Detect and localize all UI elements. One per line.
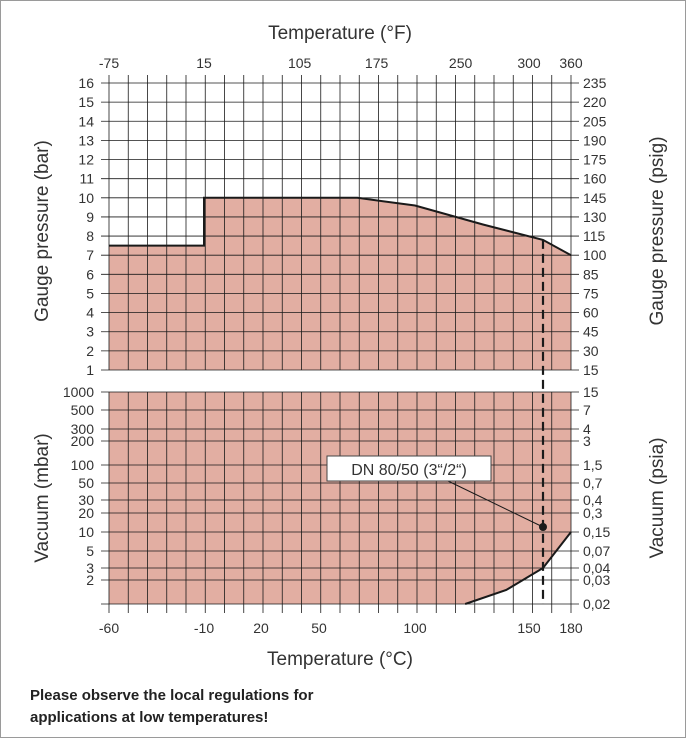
pressure-left-tick-label: 8 xyxy=(86,228,94,244)
top-axis-tick-label: 175 xyxy=(365,55,389,71)
vacuum-left-tick-label: 30 xyxy=(78,492,94,508)
pressure-left-tick-label: 1 xyxy=(86,362,94,378)
vacuum-right-tick-label: 7 xyxy=(583,402,591,418)
top-axis-tick-label: 360 xyxy=(559,55,583,71)
vacuum-left-tick-label: 2 xyxy=(86,572,94,588)
annotation-point xyxy=(539,523,547,532)
top-axis-tick-label: 300 xyxy=(517,55,541,71)
bottom-axis-tick-label: -60 xyxy=(99,620,119,636)
pressure-right-tick-label: 190 xyxy=(583,132,607,148)
pressure-right-tick-label: 45 xyxy=(583,324,599,340)
vacuum-left-tick-label: 300 xyxy=(71,421,95,437)
bottom-axis-tick-label: 150 xyxy=(517,620,541,636)
pressure-right-tick-label: 100 xyxy=(583,247,607,263)
bottom-axis-tick-label: 100 xyxy=(403,620,427,636)
pressure-right-tick-label: 160 xyxy=(583,171,607,187)
pressure-left-tick-label: 7 xyxy=(86,247,94,263)
pressure-left-tick-label: 16 xyxy=(78,75,94,91)
vacuum-right-tick-label: 15 xyxy=(583,384,599,400)
pressure-right-tick-label: 145 xyxy=(583,190,607,206)
pressure-left-tick-label: 2 xyxy=(86,343,94,359)
pressure-right-tick-label: 235 xyxy=(583,75,607,91)
pressure-right-tick-label: 115 xyxy=(583,228,606,244)
vacuum-right-tick-label: 0,3 xyxy=(583,505,603,521)
regulation-note: Please observe the local regulations for… xyxy=(30,685,450,729)
right-vacuum-axis-title: Vacuum (psia) xyxy=(647,437,668,558)
vacuum-right-tick-label: 0,03 xyxy=(583,572,610,588)
vacuum-right-tick-label: 0,02 xyxy=(583,596,610,612)
pressure-right-tick-label: 75 xyxy=(583,285,599,301)
top-axis-tick-label: 105 xyxy=(288,55,312,71)
pressure-left-tick-label: 5 xyxy=(86,285,94,301)
vacuum-left-tick-label: 10 xyxy=(78,524,94,540)
vacuum-left-tick-label: 100 xyxy=(71,457,95,473)
vacuum-right-tick-label: 0,07 xyxy=(583,543,610,559)
pressure-left-tick-label: 15 xyxy=(78,94,94,110)
pressure-left-tick-label: 14 xyxy=(78,113,94,129)
vacuum-left-tick-label: 5 xyxy=(86,543,94,559)
pressure-left-tick-label: 12 xyxy=(78,152,94,168)
pressure-left-tick-label: 13 xyxy=(78,132,94,148)
vacuum-left-tick-label: 500 xyxy=(71,402,95,418)
pressure-right-tick-label: 30 xyxy=(583,343,599,359)
vacuum-left-tick-label: 20 xyxy=(78,505,94,521)
pressure-limit-curve xyxy=(109,196,572,257)
bottom-axis-tick-label: 20 xyxy=(253,620,269,636)
top-axis-title: Temperature (°F) xyxy=(268,23,412,44)
vacuum-left-tick-label: 3 xyxy=(86,560,94,576)
left-pressure-axis-title: Gauge pressure (bar) xyxy=(32,140,53,322)
pressure-right-tick-label: 205 xyxy=(583,113,607,129)
pressure-right-tick-label: 220 xyxy=(583,94,607,110)
boundary-layer xyxy=(109,196,572,605)
pressure-temperature-chart: -75 15 105 175 250 300 360-60 -10 20 50 100 150 1801… xyxy=(32,23,668,670)
annotation-label: DN 80/50 (3“/2“) xyxy=(351,462,467,479)
vacuum-limit-curve xyxy=(464,531,572,605)
annotation-layer: DN 80/50 (3“/2“) xyxy=(326,455,547,532)
vacuum-right-tick-label: 1,5 xyxy=(583,457,603,473)
bottom-axis-tick-label: 50 xyxy=(311,620,327,636)
vacuum-right-tick-label: 0,04 xyxy=(583,560,610,576)
pressure-right-tick-label: 60 xyxy=(583,305,599,321)
pressure-left-tick-label: 10 xyxy=(78,190,94,206)
top-axis-tick-label: -75 xyxy=(99,55,119,71)
pressure-right-tick-label: 85 xyxy=(583,266,599,282)
grid-layer xyxy=(101,75,579,613)
note-line-2: applications at low temperatures! xyxy=(30,709,269,726)
tick-labels-layer: -75 15 105 175 250 300 360-60 -10 20 50 100 150 1801… xyxy=(63,55,611,636)
pressure-left-tick-label: 3 xyxy=(86,324,94,340)
pressure-right-tick-label: 15 xyxy=(583,362,599,378)
vacuum-right-tick-label: 0,15 xyxy=(583,524,610,540)
bottom-axis-title: Temperature (°C) xyxy=(267,649,413,670)
top-axis-tick-label: 15 xyxy=(196,55,212,71)
vacuum-right-tick-label: 0,7 xyxy=(583,475,603,491)
vacuum-left-tick-label: 50 xyxy=(78,475,94,491)
note-line-1: Please observe the local regulations for xyxy=(30,687,314,704)
annotation-box xyxy=(326,455,492,482)
pressure-left-tick-label: 4 xyxy=(86,305,94,321)
annotation-leader-line xyxy=(447,480,544,528)
vacuum-right-tick-label: 3 xyxy=(583,433,591,449)
pressure-right-tick-label: 175 xyxy=(583,152,607,168)
left-vacuum-axis-title: Vacuum (mbar) xyxy=(32,433,53,563)
pressure-left-tick-label: 9 xyxy=(86,209,94,225)
right-pressure-axis-title: Gauge pressure (psig) xyxy=(647,136,668,325)
top-axis-tick-label: 250 xyxy=(449,55,473,71)
vacuum-left-tick-label: 1000 xyxy=(63,384,94,400)
pressure-left-tick-label: 11 xyxy=(79,171,94,187)
vacuum-left-tick-label: 200 xyxy=(71,433,95,449)
pressure-right-tick-label: 130 xyxy=(583,209,607,225)
pressure-left-tick-label: 6 xyxy=(86,266,94,282)
bottom-axis-tick-label: 180 xyxy=(559,620,583,636)
bottom-axis-tick-label: -10 xyxy=(194,620,214,636)
vacuum-right-tick-label: 0,4 xyxy=(583,492,603,508)
vacuum-right-tick-label: 4 xyxy=(583,421,591,437)
